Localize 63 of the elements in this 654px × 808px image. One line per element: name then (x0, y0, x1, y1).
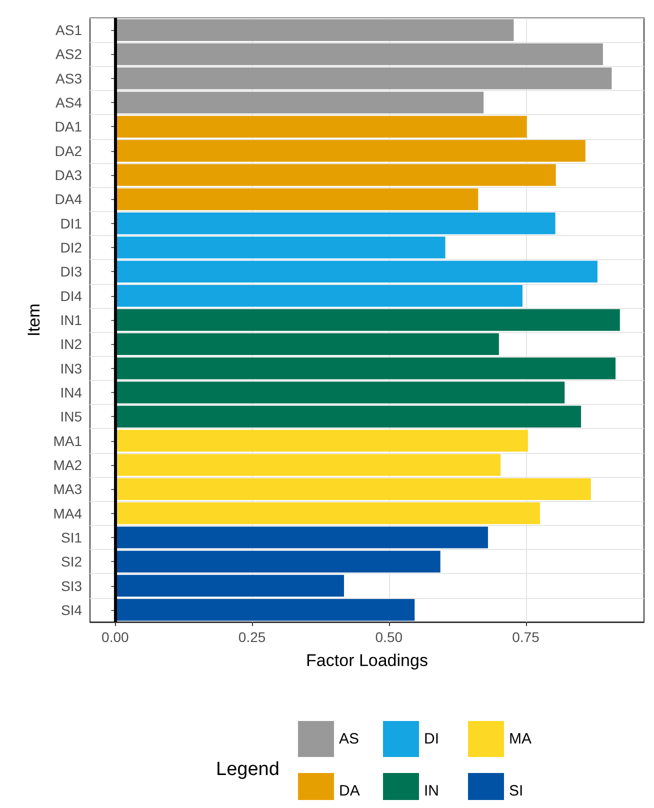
bar (115, 333, 499, 356)
y-tick-label: DI4 (60, 288, 82, 304)
y-tick-label: IN4 (60, 384, 82, 400)
y-tick-label: MA3 (53, 481, 82, 498)
legend-label: MA (509, 730, 532, 748)
y-tick-label: SI4 (60, 602, 82, 618)
bar (115, 526, 488, 548)
y-tick-label: AS2 (56, 46, 82, 62)
bar (115, 454, 501, 476)
y-axis-title: Item (24, 303, 44, 337)
y-tick-label: AS1 (56, 22, 82, 38)
y-tick-label: DA1 (54, 118, 82, 135)
legend-label: IN (424, 782, 439, 800)
bar (115, 502, 540, 524)
y-tick-label: MA1 (53, 432, 82, 449)
bar (115, 92, 484, 114)
bar (115, 68, 612, 90)
y-tick-label: DI3 (60, 264, 82, 280)
x-axis-title: Factor Loadings (306, 651, 428, 670)
bar (115, 260, 598, 283)
x-tick-label: 0.25 (238, 629, 266, 645)
bar (115, 406, 582, 428)
y-tick-label: DA2 (54, 142, 82, 159)
y-tick-label: DA4 (54, 191, 82, 208)
y-tick-label: AS4 (56, 94, 82, 111)
bar (115, 188, 478, 210)
x-tick-label: 0.50 (375, 629, 403, 645)
y-tick-label: MA4 (53, 505, 82, 522)
legend-label: SI (509, 782, 524, 800)
y-tick-label: IN1 (60, 312, 82, 328)
y-tick-label: IN2 (60, 336, 82, 352)
bar (115, 284, 522, 307)
bar (115, 236, 446, 258)
bar (115, 382, 565, 404)
bar (115, 140, 586, 162)
y-tick-label: DI1 (60, 215, 82, 232)
legend-label: DA (339, 782, 360, 800)
bar (115, 357, 616, 380)
y-tick-label: SI3 (60, 578, 82, 594)
legend-label: AS (339, 730, 360, 748)
bar (115, 478, 591, 500)
bar (115, 43, 603, 66)
bar (115, 550, 440, 572)
bar (115, 212, 556, 234)
y-tick-label: MA2 (53, 456, 82, 473)
x-tick-label: 0.00 (102, 629, 130, 645)
bar (115, 164, 556, 186)
y-tick-label: SI1 (60, 529, 82, 546)
bar (115, 430, 528, 452)
y-tick-label: SI2 (60, 554, 82, 570)
bar (115, 309, 620, 331)
bar (115, 116, 527, 138)
x-tick-label: 0.75 (512, 629, 540, 645)
y-tick-label: DA3 (54, 167, 82, 184)
legend-title: Legend (216, 759, 280, 780)
y-tick-label: DI2 (60, 240, 82, 256)
legend-label: DI (424, 730, 439, 748)
y-tick-label: AS3 (56, 70, 82, 86)
y-tick-label: IN5 (60, 408, 82, 425)
bar (115, 599, 415, 621)
bar (115, 19, 514, 41)
y-tick-label: IN3 (60, 360, 82, 376)
bar (115, 574, 344, 597)
